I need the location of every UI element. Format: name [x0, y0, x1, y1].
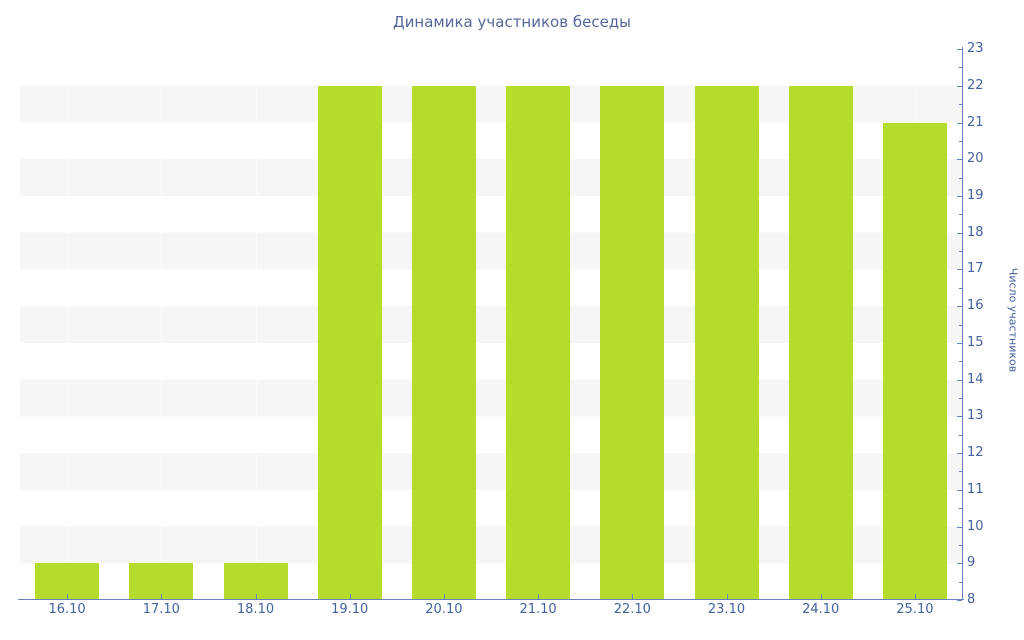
bar-17.10: [129, 563, 194, 599]
x-tick-label: 25.10: [896, 602, 934, 617]
y-tick-label: 20: [967, 151, 984, 167]
x-tick: [67, 594, 69, 599]
y-tick-label: 21: [967, 114, 984, 130]
y-minor-tick: [959, 324, 962, 326]
vertical-gridline: [255, 49, 257, 600]
y-major-tick: [957, 563, 962, 565]
x-tick-label: 17.10: [142, 602, 180, 617]
y-major-tick: [957, 453, 962, 455]
x-tick-label: 16.10: [48, 602, 86, 617]
bar-18.10: [223, 563, 288, 599]
y-tick-label: 22: [967, 77, 984, 93]
x-tick: [349, 594, 351, 599]
y-tick-label: 10: [967, 518, 984, 534]
y-major-tick: [957, 379, 962, 381]
y-tick-label: 16: [967, 298, 984, 314]
y-major-tick: [957, 489, 962, 491]
x-tick: [255, 594, 257, 599]
x-tick-label: 20.10: [425, 602, 463, 617]
y-minor-tick: [959, 434, 962, 436]
y-minor-tick: [959, 251, 962, 252]
x-tick-label: 24.10: [802, 602, 840, 617]
y-minor-tick: [959, 398, 962, 399]
y-major-tick: [957, 159, 962, 161]
bar-22.10: [600, 85, 665, 599]
bar-21.10: [506, 85, 571, 599]
x-tick: [632, 594, 634, 599]
y-tick-label: 17: [967, 261, 984, 277]
y-minor-tick: [959, 67, 962, 69]
y-tick-label: 11: [967, 481, 984, 497]
y-minor-tick: [959, 544, 962, 546]
y-minor-tick: [959, 104, 962, 106]
y-major-tick: [957, 600, 962, 601]
bar-20.10: [411, 85, 476, 599]
vertical-gridline: [67, 49, 69, 600]
y-major-tick: [957, 342, 962, 344]
y-tick-label: 14: [967, 371, 984, 387]
y-axis-title: Число участников: [1006, 267, 1020, 373]
y-major-tick: [957, 122, 962, 124]
x-tick-label: 19.10: [331, 602, 369, 617]
x-tick: [726, 594, 728, 599]
y-tick-label: 19: [967, 187, 984, 203]
y-minor-tick: [959, 287, 962, 289]
y-minor-tick: [959, 471, 962, 473]
y-tick-label: 8: [967, 592, 976, 607]
y-minor-tick: [959, 177, 962, 179]
y-major-tick: [957, 195, 962, 197]
x-tick: [161, 594, 163, 599]
plot-area: [20, 49, 962, 600]
y-tick-label: 23: [967, 41, 984, 56]
y-major-tick: [957, 269, 962, 271]
y-major-tick: [957, 306, 962, 308]
y-major-tick: [957, 416, 962, 418]
y-tick-label: 15: [967, 334, 984, 350]
x-tick: [443, 594, 445, 599]
y-major-tick: [957, 232, 962, 234]
y-minor-tick: [959, 508, 962, 510]
y-minor-tick: [959, 140, 962, 142]
y-minor-tick: [959, 361, 962, 363]
vertical-gridline: [161, 49, 163, 600]
y-tick-label: 9: [967, 555, 976, 571]
bar-25.10: [882, 122, 947, 599]
bar-16.10: [35, 563, 100, 599]
x-tick-label: 23.10: [707, 602, 746, 617]
bar-24.10: [788, 85, 853, 599]
bar-19.10: [317, 85, 382, 599]
x-axis-line: [18, 599, 964, 600]
y-tick-label: 13: [967, 408, 984, 424]
chart-title: Динамика участников беседы: [392, 13, 632, 31]
y-axis-line: [962, 47, 963, 600]
y-major-tick: [957, 526, 962, 528]
x-tick-label: 18.10: [236, 602, 275, 617]
y-tick-label: 18: [967, 224, 984, 240]
y-minor-tick: [959, 214, 962, 216]
x-tick: [820, 594, 822, 599]
bar-23.10: [694, 85, 759, 599]
y-minor-tick: [959, 581, 962, 583]
x-tick: [538, 594, 540, 599]
x-tick-label: 22.10: [613, 602, 651, 617]
y-tick-label: 12: [967, 445, 984, 461]
x-tick-label: 21.10: [519, 602, 557, 617]
y-major-tick: [957, 49, 962, 50]
x-tick: [914, 594, 916, 599]
y-major-tick: [957, 85, 962, 87]
